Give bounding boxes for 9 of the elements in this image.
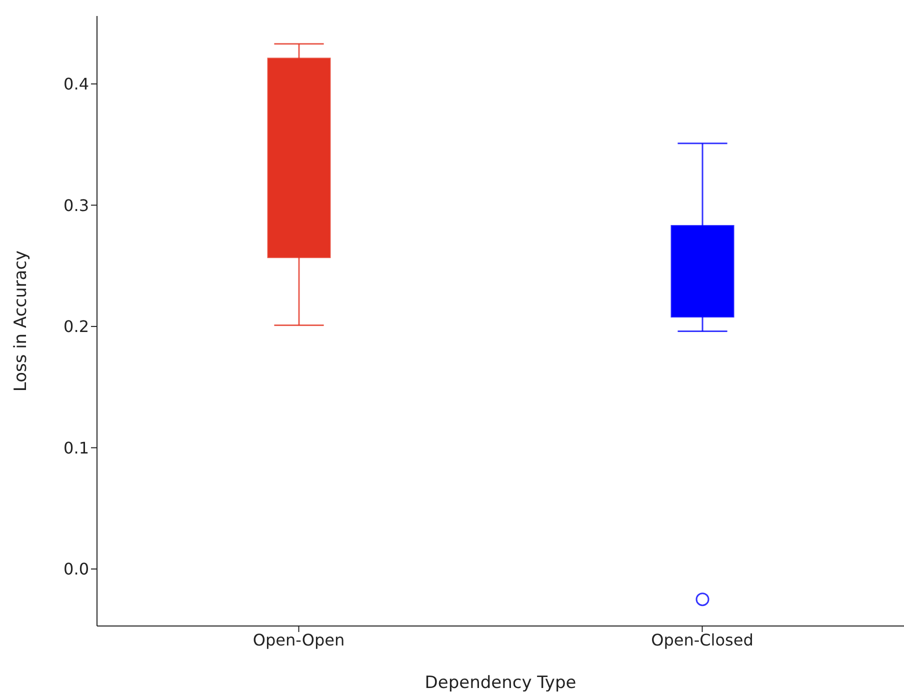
x-axis-title: Dependency Type — [424, 673, 576, 693]
y-tick-label: 0.0 — [64, 560, 89, 579]
y-tick-label: 0.3 — [64, 196, 89, 215]
y-tick-label: 0.2 — [64, 317, 89, 336]
y-axis-title: Loss in Accuracy — [11, 250, 32, 392]
y-tick-label: 0.4 — [64, 74, 89, 94]
x-tick-label: Open-Open — [252, 630, 345, 650]
x-tick-label: Open-Closed — [651, 630, 754, 650]
y-tick-label: 0.1 — [64, 438, 89, 458]
